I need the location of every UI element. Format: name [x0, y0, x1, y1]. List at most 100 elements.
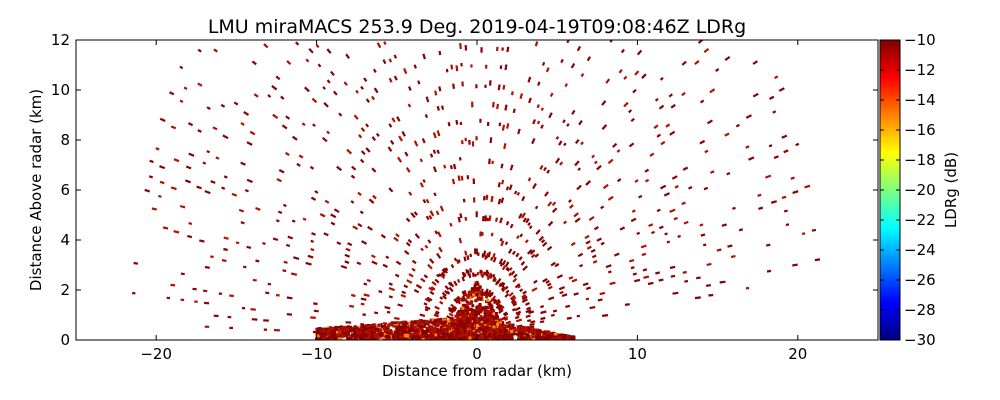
- data-point: [526, 306, 532, 311]
- data-point: [343, 81, 348, 86]
- data-point: [492, 309, 496, 313]
- data-point: [547, 335, 552, 339]
- data-point: [644, 168, 650, 173]
- data-point: [755, 24, 759, 27]
- data-point: [291, 135, 298, 141]
- data-point: [619, 0, 621, 3]
- data-point: [526, 336, 531, 339]
- data-point: [286, 60, 292, 66]
- data-point: [486, 271, 490, 277]
- data-point: [188, 152, 195, 157]
- data-point: [758, 206, 764, 210]
- colorbar-tick-label: −14: [904, 91, 936, 109]
- data-point: [628, 142, 635, 148]
- data-point: [467, 302, 471, 306]
- data-point: [499, 335, 503, 338]
- data-point: [752, 92, 759, 98]
- data-point: [447, 281, 452, 287]
- data-point: [547, 201, 553, 207]
- data-point: [405, 322, 410, 325]
- data-point: [512, 277, 518, 283]
- data-point: [272, 237, 279, 242]
- data-point: [370, 326, 374, 329]
- data-point: [703, 186, 709, 191]
- x-axis-label: Distance from radar (km): [382, 362, 572, 380]
- data-point: [384, 322, 386, 326]
- data-point: [347, 325, 353, 329]
- data-point: [271, 85, 278, 91]
- data-point: [388, 295, 393, 299]
- data-point: [785, 223, 790, 227]
- data-point: [488, 215, 492, 222]
- data-point: [437, 273, 442, 277]
- data-point: [330, 70, 335, 77]
- data-point: [430, 286, 436, 291]
- data-point: [492, 273, 496, 278]
- data-point: [350, 200, 355, 204]
- data-point: [649, 152, 655, 157]
- data-point: [286, 296, 293, 300]
- data-point: [461, 290, 466, 297]
- data-point: [359, 210, 364, 215]
- data-point: [302, 217, 307, 221]
- data-point: [417, 319, 422, 324]
- data-point: [472, 293, 476, 297]
- data-point: [508, 327, 513, 330]
- data-point: [474, 328, 479, 332]
- data-point: [415, 329, 419, 332]
- data-point: [267, 94, 272, 98]
- data-point: [542, 241, 548, 247]
- data-point: [429, 326, 434, 330]
- data-point: [272, 113, 279, 119]
- data-point: [318, 337, 324, 340]
- data-point: [558, 286, 566, 291]
- data-point: [446, 332, 448, 335]
- data-point: [505, 266, 510, 271]
- data-point: [204, 190, 211, 195]
- data-point: [496, 329, 500, 333]
- data-point: [487, 251, 491, 258]
- data-point: [559, 161, 564, 166]
- data-point: [566, 123, 570, 127]
- data-point: [636, 49, 643, 56]
- data-point: [332, 331, 335, 335]
- data-point: [493, 337, 497, 340]
- data-point: [506, 331, 511, 335]
- data-point: [540, 305, 545, 309]
- data-point: [357, 330, 360, 333]
- data-point: [453, 298, 459, 304]
- data-point: [361, 240, 368, 245]
- data-point: [322, 86, 326, 90]
- data-point: [674, 185, 679, 189]
- data-point: [528, 329, 531, 333]
- data-point: [643, 275, 650, 279]
- data-point: [489, 273, 493, 279]
- data-point: [536, 330, 541, 333]
- data-point: [702, 243, 707, 247]
- colorbar-tick-label: −20: [904, 181, 936, 199]
- data-point: [323, 102, 329, 108]
- data-point: [630, 266, 635, 270]
- data-point: [534, 328, 539, 332]
- data-point: [527, 177, 532, 182]
- y-tick-label: 12: [51, 31, 70, 49]
- data-point: [450, 64, 454, 70]
- data-point: [489, 298, 494, 303]
- data-point: [396, 116, 401, 122]
- data-point: [669, 265, 676, 270]
- data-point: [607, 195, 614, 201]
- data-point: [586, 56, 592, 62]
- data-point: [459, 334, 463, 338]
- data-point: [243, 110, 250, 116]
- data-point: [179, 204, 186, 209]
- data-point: [491, 323, 494, 327]
- data-point: [423, 302, 428, 306]
- data-point: [463, 325, 467, 329]
- data-point: [509, 164, 514, 171]
- data-point: [281, 124, 288, 130]
- data-point: [388, 286, 395, 292]
- data-point: [628, 109, 633, 114]
- data-point: [370, 254, 376, 259]
- data-point: [295, 41, 300, 46]
- data-point: [521, 325, 525, 330]
